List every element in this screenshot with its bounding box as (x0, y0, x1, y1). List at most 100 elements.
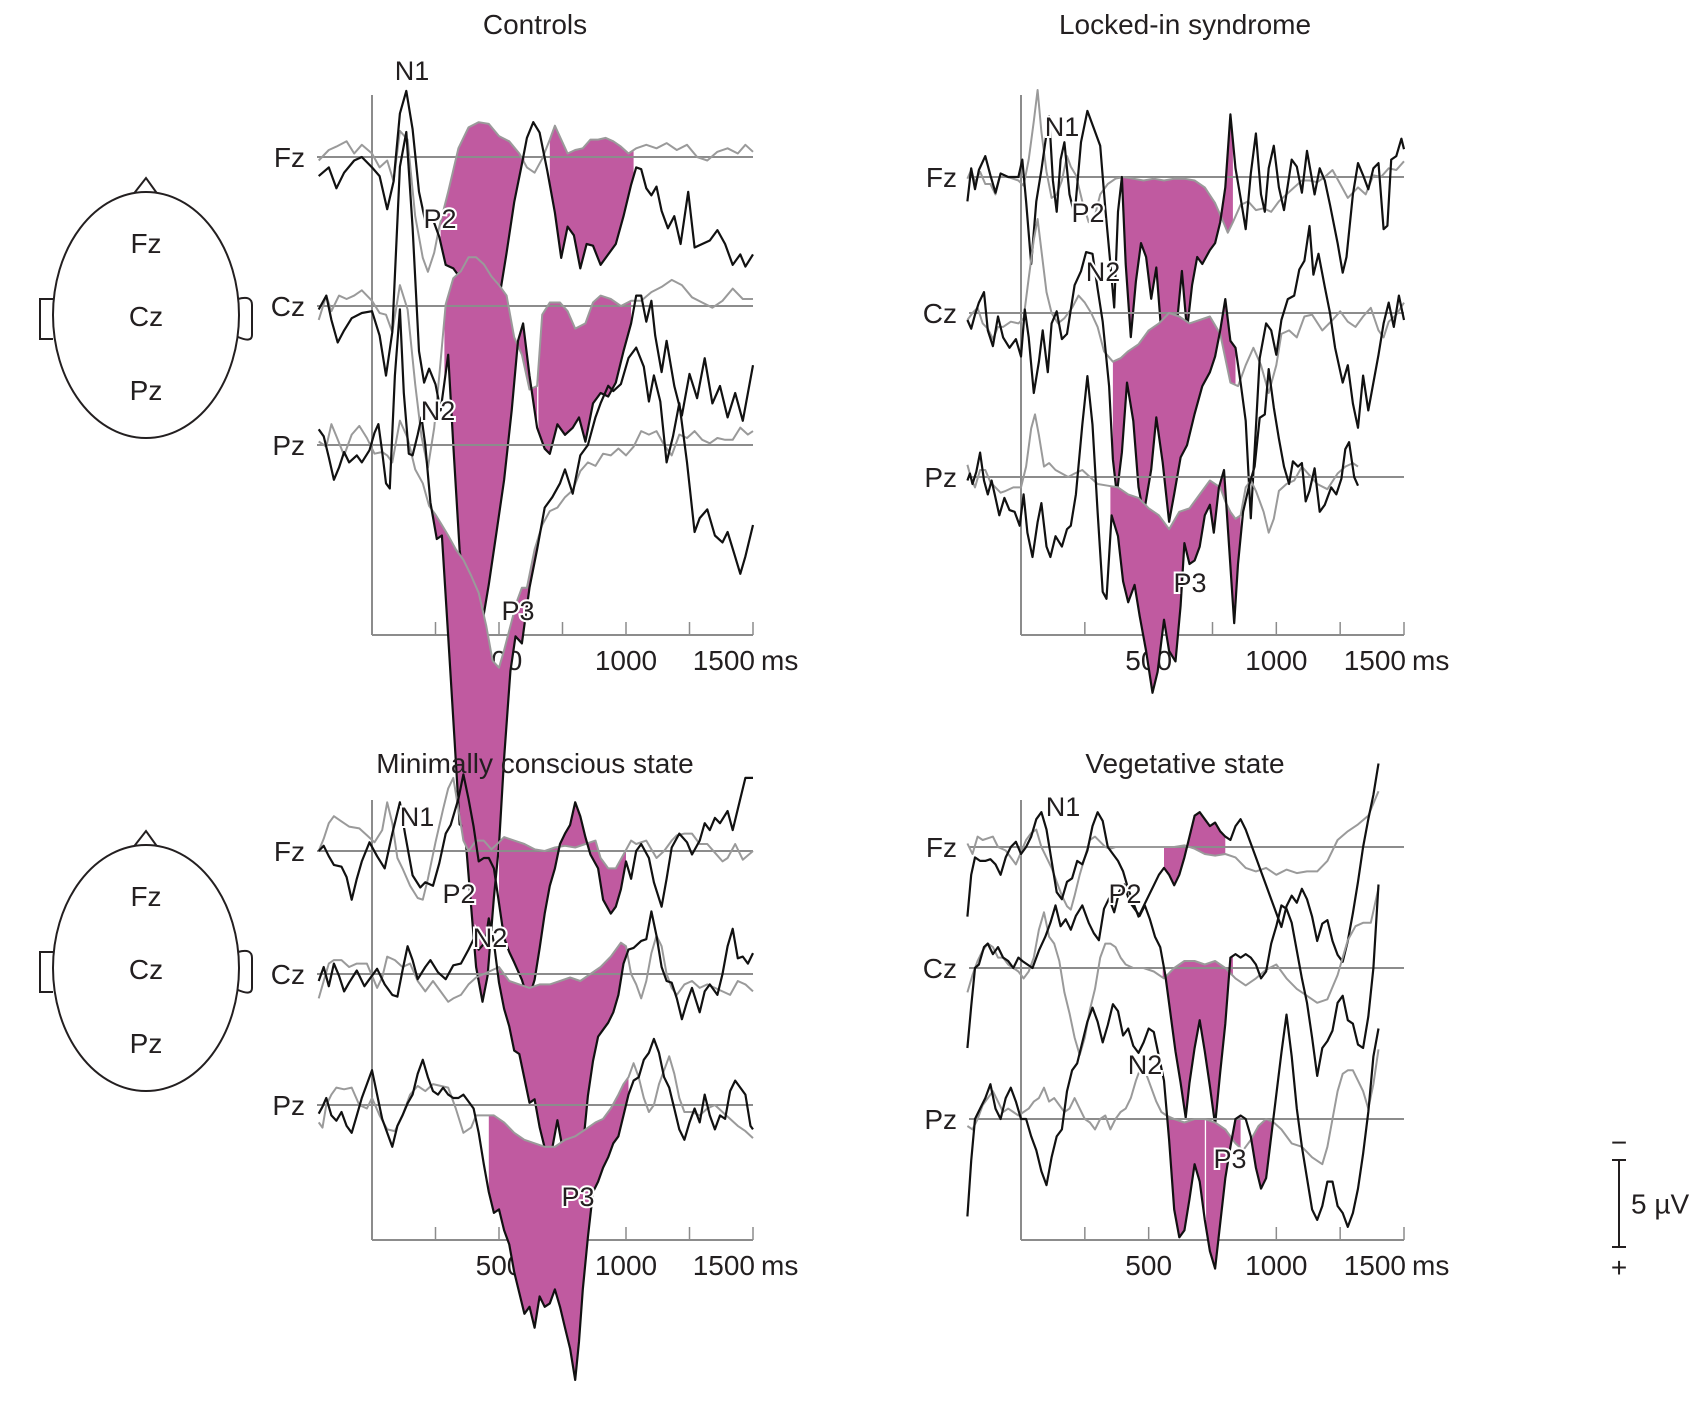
standard-trace (966, 89, 1405, 234)
difference-fill (1162, 955, 1233, 1125)
x-tick-label: 1000 (1245, 645, 1307, 676)
left-ear-icon (39, 951, 53, 993)
peak-label: P3 (1213, 1144, 1246, 1174)
difference-fill (488, 1077, 629, 1380)
channel-label: Fz (274, 142, 305, 173)
panel-title: Locked-in syndrome (1059, 9, 1311, 40)
difference-fill (444, 257, 538, 646)
channel-label: Fz (926, 832, 957, 863)
difference-fill (499, 942, 626, 1208)
right-ear-icon (237, 296, 253, 341)
deviant-trace (966, 109, 1406, 387)
difference-fill (1166, 1110, 1205, 1238)
peak-label: N2 (421, 396, 456, 426)
panel-title: Minimally conscious state (376, 748, 693, 779)
electrode-cz: Cz (129, 301, 163, 332)
standard-trace (966, 887, 1380, 1056)
peak-label: P2 (1108, 879, 1141, 909)
x-tick-label: 500 (1125, 1250, 1172, 1281)
electrode-pz: Pz (130, 1028, 163, 1059)
channel-cz: Cz (271, 130, 755, 647)
x-tick-label: 1500 (693, 645, 755, 676)
x-tick-label: 1500 (1344, 1250, 1406, 1281)
deviant-trace (317, 89, 754, 364)
x-tick-label: 1500 (693, 1250, 755, 1281)
channel-cz: Cz (923, 218, 1406, 523)
electrode-pz: Pz (130, 375, 163, 406)
channel-fz: Fz (274, 89, 754, 364)
peak-label: N1 (1046, 792, 1081, 822)
deviant-trace (966, 368, 1360, 694)
channel-label: Pz (924, 462, 957, 493)
peak-label: N1 (1045, 112, 1080, 142)
head-outline (52, 191, 240, 439)
deviant-trace (966, 1003, 1380, 1270)
difference-fill (1250, 1119, 1273, 1189)
standard-trace (966, 413, 1359, 534)
electrode-cz: Cz (129, 954, 163, 985)
difference-fill (433, 511, 540, 1002)
panel-locked-in-syndrome: Locked-in syndrome50010001500msFzCzPzN1P… (923, 9, 1449, 694)
left-ear-icon (39, 298, 53, 340)
standard-trace (317, 121, 754, 273)
deviant-trace (966, 883, 1380, 1126)
peak-label: P2 (442, 879, 475, 909)
electrode-fz: Fz (130, 881, 161, 912)
deviant-trace (966, 763, 1380, 963)
deviant-trace (317, 773, 753, 1002)
x-unit-label: ms (1412, 1250, 1449, 1281)
peak-label: N2 (473, 923, 508, 953)
difference-fill (440, 122, 525, 363)
channel-label: Cz (923, 298, 957, 329)
standard-trace (317, 256, 753, 469)
deviant-trace (317, 1037, 754, 1381)
difference-fill (549, 125, 634, 269)
channel-fz: Fz (926, 763, 1404, 963)
peak-label: P3 (1173, 568, 1206, 598)
panel-title: Controls (483, 9, 587, 40)
channel-label: Cz (271, 291, 305, 322)
peak-label: P2 (1071, 198, 1104, 228)
head-outline (52, 844, 240, 1092)
channel-label: Pz (272, 430, 305, 461)
peak-label: N2 (1128, 1050, 1163, 1080)
panel-vegetative-state: Vegetative state 500 1000 1500 ms Fz Cz Pz N1 P2 N… (923, 748, 1450, 1281)
difference-fill (538, 295, 632, 454)
x-tick-label: 1500 (1344, 645, 1406, 676)
deviant-trace (317, 130, 755, 647)
channel-label: Pz (924, 1104, 957, 1135)
peak-label: N1 (400, 802, 435, 832)
standard-trace (318, 419, 754, 669)
channel-label: Fz (274, 836, 305, 867)
panel-title: Vegetative state (1085, 748, 1284, 779)
standard-trace (317, 1055, 754, 1148)
peak-label: P3 (501, 596, 534, 626)
scale-bar-label: 5 µV (1631, 1189, 1689, 1220)
peak-label: N2 (1086, 257, 1121, 287)
deviant-trace (317, 308, 755, 1003)
head-diagram: Fz Cz Pz (39, 829, 253, 1092)
x-tick-label: 1000 (595, 1250, 657, 1281)
x-unit-label: ms (761, 645, 798, 676)
channel-pz: Pz (924, 1003, 1404, 1270)
channel-cz: Cz (923, 883, 1404, 1126)
x-tick-label: 1000 (1245, 1250, 1307, 1281)
negative-polarity-sign: − (1611, 1127, 1627, 1158)
x-tick-label: 1000 (595, 645, 657, 676)
channel-pz: Pz (272, 1037, 754, 1381)
x-unit-label: ms (1412, 645, 1449, 676)
channel-label: Cz (271, 959, 305, 990)
electrode-fz: Fz (130, 228, 161, 259)
difference-fill (1121, 114, 1233, 386)
head-diagram: Fz Cz Pz (39, 176, 253, 439)
channel-label: Fz (926, 162, 957, 193)
channel-label: Pz (272, 1090, 305, 1121)
channel-pz: Pz (272, 308, 755, 1003)
peak-label: P3 (561, 1182, 594, 1212)
standard-trace (966, 1049, 1380, 1166)
channel-fz: Fz (274, 773, 754, 1002)
right-ear-icon (237, 949, 253, 994)
